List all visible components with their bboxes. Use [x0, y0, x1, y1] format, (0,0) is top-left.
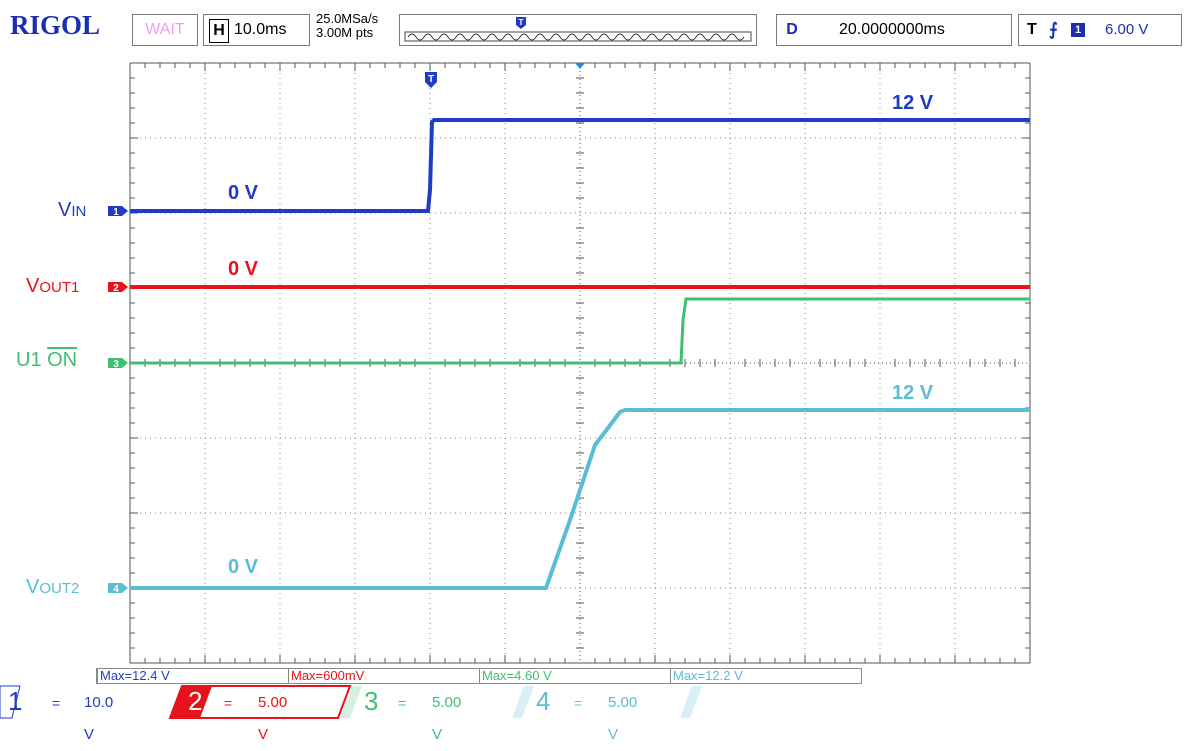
trigger-position-marker: T: [425, 72, 437, 88]
ch1-marker: 1: [108, 206, 128, 218]
sample-rate: 25.0MSa/s: [316, 11, 379, 26]
ch3-trace: [130, 297, 1030, 365]
measurement-bar[interactable]: Max=12.4 V Max=600mV Max=4.60 V Max=12.2…: [96, 668, 862, 684]
ch3-label: U1 ON: [16, 349, 78, 371]
ch1-high-annotation: 12 V: [892, 92, 934, 114]
graticule: T 1 2 3 4: [108, 62, 1031, 664]
delay-value: 20.0000000ms: [839, 21, 945, 38]
delay-badge: D: [786, 21, 798, 38]
trigger-badge: T: [1027, 21, 1037, 38]
run-status[interactable]: WAIT: [132, 14, 198, 46]
trigger-level: 6.00 V: [1105, 21, 1149, 38]
ch2-measurement: Max=600mV: [288, 669, 364, 683]
horizontal-position-marker: [575, 63, 585, 69]
ch2-marker: 2: [108, 282, 128, 294]
ch1-scale: 10.0 V: [84, 694, 114, 743]
ch4-high-annotation: 12 V: [892, 382, 934, 404]
timebase-value: 10.0ms: [234, 21, 287, 38]
timebase-control[interactable]: H 10.0ms: [203, 14, 310, 46]
channel-tabs-shapes: [0, 685, 702, 719]
trigger-control[interactable]: T ⨍ 1 6.00 V: [1018, 14, 1182, 46]
ch3-number: 3: [364, 686, 379, 716]
ch4-trace: [130, 408, 1030, 590]
ch4-measurement: Max=12.2 V: [670, 669, 743, 683]
ch4-number: 4: [536, 686, 551, 716]
ch3-marker: 3: [108, 358, 128, 370]
ch1-measurement: Max=12.4 V: [97, 669, 170, 683]
channel-settings-bar: 1 = 10.0 V 2 = 5.00 V 3 = 5.00 V 4 = 5.0…: [0, 684, 1200, 743]
horizontal-badge: H: [209, 19, 229, 43]
brand-logo: RIGOL: [10, 10, 101, 40]
ch1-label: VIN: [58, 199, 87, 221]
dc-coupling-icon: =: [574, 695, 583, 711]
delay-control[interactable]: D 20.0000000ms: [776, 14, 1012, 46]
svg-text:1: 1: [113, 207, 119, 218]
memory-depth: 3.00M pts: [316, 25, 374, 40]
memory-overview-wave: T: [404, 17, 752, 42]
ch4-zero-annotation: 0 V: [228, 556, 259, 578]
ch3-scale: 5.00 V: [432, 694, 462, 743]
svg-text:4: 4: [113, 584, 119, 595]
svg-text:T: T: [519, 18, 524, 27]
svg-text:T: T: [428, 74, 434, 85]
dc-coupling-icon: =: [224, 695, 233, 711]
ch3-measurement: Max=4.60 V: [479, 669, 552, 683]
waveform-display[interactable]: T 1 2 3 4 VIN VOUT1 U1 ON VOUT2 0 V 12 V…: [0, 50, 1200, 670]
dc-coupling-icon: =: [398, 695, 407, 711]
ch4-label: VOUT2: [26, 576, 80, 598]
ch4-scale: 5.00 V: [608, 694, 638, 743]
trigger-source-badge: 1: [1071, 23, 1085, 37]
ch2-label: VOUT1: [26, 275, 80, 297]
ch4-marker: 4: [108, 583, 128, 595]
memory-overview[interactable]: T: [399, 14, 757, 46]
svg-text:3: 3: [113, 359, 119, 370]
ch1-trace: [130, 118, 1030, 213]
ch2-zero-annotation: 0 V: [228, 258, 259, 280]
dc-coupling-icon: =: [52, 695, 61, 711]
rising-edge-icon: ⨍: [1049, 20, 1058, 39]
ch2-number: 2: [188, 686, 203, 716]
svg-text:2: 2: [113, 283, 119, 294]
ch1-zero-annotation: 0 V: [228, 182, 259, 204]
ch2-scale: 5.00 V: [258, 694, 288, 743]
acquisition-info: 25.0MSa/s 3.00M pts: [316, 12, 378, 40]
ch1-number: 1: [8, 686, 23, 716]
top-status-bar: RIGOL WAIT H 10.0ms 25.0MSa/s 3.00M pts …: [0, 0, 1200, 50]
